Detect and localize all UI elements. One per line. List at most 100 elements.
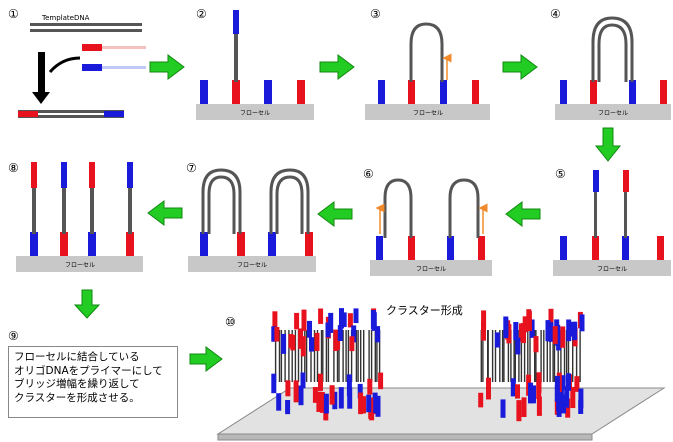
cluster-primer [361,396,366,414]
cluster-left [271,308,384,421]
description-line-1: フローセルに結合している [14,351,140,363]
cluster-primer [572,321,578,341]
cluster-primer [481,321,486,341]
ligated-blue-end [104,111,124,117]
cluster-primer [271,326,277,342]
oligo-blue [268,232,276,256]
flowcell-4 [555,104,671,120]
ligated-strand-bottom [18,115,124,118]
cluster-strand [529,330,531,382]
flowcell-7 [188,256,316,272]
cluster-primer [271,373,277,394]
step-number-7: ⑦ [186,161,197,175]
bridge-7a-inner [207,175,236,234]
hybridized-template [234,10,238,82]
description-line-4: クラスターを形成させる。 [14,391,140,404]
bridge-outer-4 [591,16,634,82]
cluster-primer [276,393,282,411]
strand-8b [62,162,66,234]
cluster-strand [527,330,529,382]
oligo-blue [447,236,454,260]
oligo-blue [560,236,567,260]
cluster-primer [347,313,353,328]
red-primer [82,44,102,51]
step-number-9: ⑨ [8,329,19,343]
cluster-primer [516,400,522,422]
cluster-primer [301,309,307,331]
cluster-strand [305,330,308,382]
cluster-strand [350,330,353,382]
cluster-strand [370,330,373,382]
step-number-4: ④ [550,7,561,21]
cluster-strand [310,330,312,382]
cluster-primer [494,332,500,348]
oligo-red [472,80,479,104]
cluster-label-bg [382,300,478,318]
cluster-primer [328,312,334,333]
oligo-red [305,232,313,256]
cluster-primer [560,326,566,348]
cluster-strand [501,330,504,382]
arrow-9-to-10 [189,346,223,372]
cluster-primer [375,395,381,417]
cluster-strand [278,330,281,382]
oligo-blue [376,236,383,260]
cluster-strand [322,330,324,382]
cluster-primer [513,322,519,340]
step-number-5: ⑤ [555,167,566,181]
oligo-blue [622,236,629,260]
cluster-strand [342,330,344,382]
cluster-strand [503,330,505,382]
oligo-red [590,80,597,104]
oligo-blue [264,80,272,104]
cluster-strand [552,330,554,382]
flowcell-label-7: フローセル [237,262,267,269]
step-number-2: ② [196,7,207,21]
step-number-8: ⑧ [8,161,19,175]
cluster-primer [316,391,322,409]
cluster-primer [566,319,572,342]
cluster-strand [297,330,300,382]
cluster-strand [575,330,578,382]
strand-8d [128,162,132,234]
step-8: ⑧ フローセル [8,161,143,272]
strand-5a [594,170,597,238]
cluster-primer [521,397,527,418]
oligo-blue [440,80,447,104]
cluster-primer [290,335,296,351]
cluster-strand [325,330,328,382]
cluster-strand [360,330,362,382]
cluster-primer [300,372,306,389]
cluster-strand [553,330,556,382]
bridge-7b-outer [269,168,310,234]
flowcell-label-3: フローセル [413,110,443,117]
cluster-primer [298,328,304,349]
cluster-strand [535,330,537,382]
oligo-red [237,232,245,256]
cluster-strand [374,330,376,382]
cluster-strand [338,330,340,382]
flowcell-label-8: フローセル [65,262,95,269]
cluster-strand [376,330,378,382]
cluster-primer [548,322,554,342]
cluster-primer [272,311,278,330]
step-10: ⑩ クラスター形成 [216,300,666,441]
strand-8c [90,162,94,234]
cluster-strand [567,330,570,382]
cluster-primer [500,399,506,418]
cluster-primer [309,337,314,352]
oligo-red [297,80,305,104]
cluster-strand [487,330,489,382]
bridge-inner-4 [597,23,628,82]
cluster-strand [563,330,566,382]
cluster-primer [529,319,535,338]
bridge-6a [383,178,413,238]
ligated-red-end [18,111,38,117]
template-strand-top [30,23,142,26]
cluster-primer [531,385,536,404]
cluster-primer [274,327,280,342]
cluster-primer [325,322,331,338]
flowcell-2 [196,104,314,120]
cluster-strand [333,330,335,382]
